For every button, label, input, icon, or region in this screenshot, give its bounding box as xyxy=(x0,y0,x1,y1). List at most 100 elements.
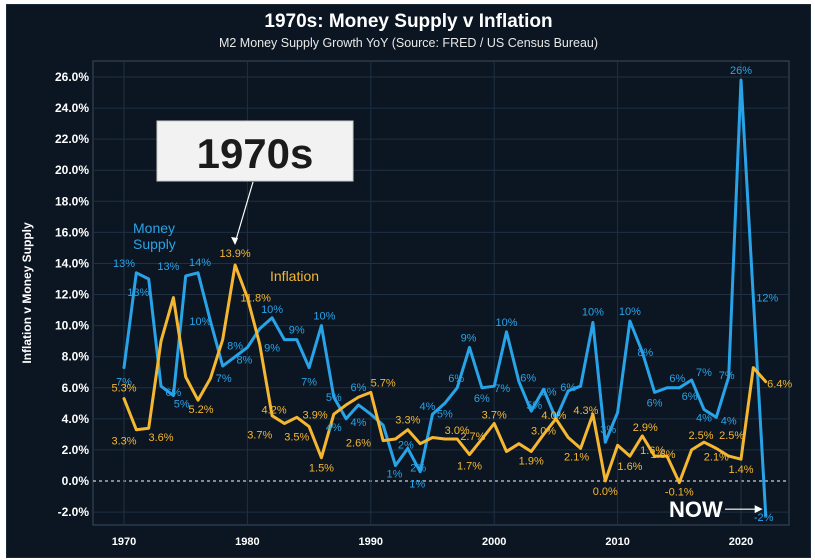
money-data-label: 8% xyxy=(637,347,653,359)
money-data-label: 6% xyxy=(669,373,685,385)
inflation-data-label: 3.5% xyxy=(284,432,309,444)
y-tick-label: 20.0% xyxy=(55,163,89,177)
y-tick-label: 12.0% xyxy=(55,288,89,302)
money-data-label: -2% xyxy=(754,512,774,524)
money-data-label: 8% xyxy=(236,354,252,366)
inflation-data-label: 5.7% xyxy=(371,377,396,389)
money-supply-annotation-line2: Supply xyxy=(133,236,176,252)
inflation-data-label: 4.0% xyxy=(541,410,566,422)
money-data-label: 6% xyxy=(647,397,663,409)
money-data-label: 10% xyxy=(582,307,604,319)
money-data-label: 5% xyxy=(526,400,542,412)
money-data-label: 5% xyxy=(437,408,453,420)
y-tick-label: 16.0% xyxy=(55,225,89,239)
inflation-data-label: 1.7% xyxy=(457,461,482,473)
x-tick-label: 1990 xyxy=(359,536,383,548)
money-data-label: 2% xyxy=(398,439,414,451)
money-data-label: 6% xyxy=(541,386,557,398)
inflation-data-label: 2.7% xyxy=(460,431,485,443)
money-data-label: 7% xyxy=(301,377,317,389)
money-data-label: 6% xyxy=(165,387,181,399)
money-data-label: 5% xyxy=(174,399,190,411)
x-tick-label: 2000 xyxy=(482,536,506,548)
inflation-data-label: 5.3% xyxy=(111,383,136,395)
money-data-label: 10% xyxy=(619,306,641,318)
y-axis-label: Inflation v Money Supply xyxy=(20,222,34,364)
inflation-data-label: 1.5% xyxy=(309,463,334,475)
y-tick-label: -2.0% xyxy=(58,505,90,519)
inflation-data-label: 3.7% xyxy=(482,410,507,422)
money-data-label: 13% xyxy=(127,287,149,299)
inflation-data-label: 4.3% xyxy=(573,405,598,417)
callout-1970s: 1970s xyxy=(197,130,314,177)
money-data-label: 4% xyxy=(326,422,342,434)
inflation-data-label: 2.6% xyxy=(346,438,371,450)
chart-title: 1970s: Money Supply v Inflation xyxy=(264,11,553,32)
y-tick-label: 26.0% xyxy=(55,70,89,84)
inflation-data-label: 3.0% xyxy=(531,425,556,437)
money-data-label: 6% xyxy=(560,382,576,394)
inflation-data-label: 3.6% xyxy=(148,432,173,444)
inflation-data-label: 2.5% xyxy=(719,430,744,442)
x-tick-label: 2020 xyxy=(729,536,753,548)
inflation-annotation: Inflation xyxy=(270,268,319,284)
y-tick-label: 18.0% xyxy=(55,194,89,208)
y-tick-label: 4.0% xyxy=(62,412,90,426)
inflation-data-label: 1.9% xyxy=(519,455,544,467)
inflation-data-label: 2.1% xyxy=(704,451,729,463)
inflation-data-label: 1.6% xyxy=(650,449,675,461)
x-tick-label: 2010 xyxy=(605,536,629,548)
money-data-label: 10% xyxy=(261,304,283,316)
money-data-label: 8% xyxy=(227,341,243,353)
x-tick-label: 1970 xyxy=(112,536,136,548)
y-tick-label: 14.0% xyxy=(55,256,89,270)
money-data-label: 5% xyxy=(326,392,342,404)
inflation-data-label: 11.8% xyxy=(241,293,272,305)
money-data-label: 10% xyxy=(189,316,211,328)
callout-arrow-head xyxy=(231,237,239,246)
money-data-label: 7% xyxy=(116,377,132,389)
money-data-label: 12% xyxy=(756,293,778,305)
money-data-label: 4% xyxy=(696,413,712,425)
money-data-label: 9% xyxy=(264,343,280,355)
money-data-label: 6% xyxy=(520,373,536,385)
money-supply-line xyxy=(122,78,768,517)
y-tick-label: 22.0% xyxy=(55,132,89,146)
money-data-label: 9% xyxy=(461,332,477,344)
inflation-data-label: 1.4% xyxy=(728,464,753,476)
money-data-label: 2% xyxy=(410,463,426,475)
inflation-data-label: 3.3% xyxy=(111,436,136,448)
inflation-data-label: 6.4% xyxy=(767,379,792,391)
money-data-label: 7% xyxy=(494,383,510,395)
money-data-label: 1% xyxy=(409,479,425,491)
inflation-data-label: 1.6% xyxy=(617,461,642,473)
inflation-line xyxy=(122,263,768,485)
money-data-label: 4% xyxy=(351,417,367,429)
money-data-label: 6% xyxy=(682,391,698,403)
inflation-data-label: 3.3% xyxy=(395,415,420,427)
y-tick-label: 0.0% xyxy=(62,474,90,488)
y-tick-label: 24.0% xyxy=(55,101,89,115)
money-data-label: 26% xyxy=(730,65,752,77)
y-tick-label: 8.0% xyxy=(62,350,90,364)
inflation-data-label: 2.1% xyxy=(564,451,589,463)
money-supply-annotation-line1: Money xyxy=(133,220,175,236)
x-tick-label: 1980 xyxy=(235,536,259,548)
money-data-label: 3% xyxy=(600,424,616,436)
y-tick-label: 6.0% xyxy=(62,381,90,395)
money-data-label: 4% xyxy=(721,415,737,427)
money-data-label: 7% xyxy=(719,370,735,382)
inflation-data-label: 13.9% xyxy=(219,248,250,260)
inflation-data-label: 3.0% xyxy=(445,425,470,437)
money-data-label: 6% xyxy=(351,382,367,394)
inflation-data-label: 3.7% xyxy=(247,430,272,442)
chart-subtitle: M2 Money Supply Growth YoY (Source: FRED… xyxy=(218,36,599,50)
now-arrow-head xyxy=(754,505,763,514)
inflation-data-label: 2.9% xyxy=(633,422,658,434)
plot-border xyxy=(92,60,790,526)
money-data-label: 6% xyxy=(448,373,464,385)
inflation-data-label: 4.2% xyxy=(262,405,287,417)
money-data-label: 10% xyxy=(313,311,335,323)
y-tick-label: 2.0% xyxy=(62,443,90,457)
line-chart: -2.0% 0.0% 2.0% 4.0% 6.0% 8.0% 10.0% 12.0% 14.0%… xyxy=(20,60,792,548)
